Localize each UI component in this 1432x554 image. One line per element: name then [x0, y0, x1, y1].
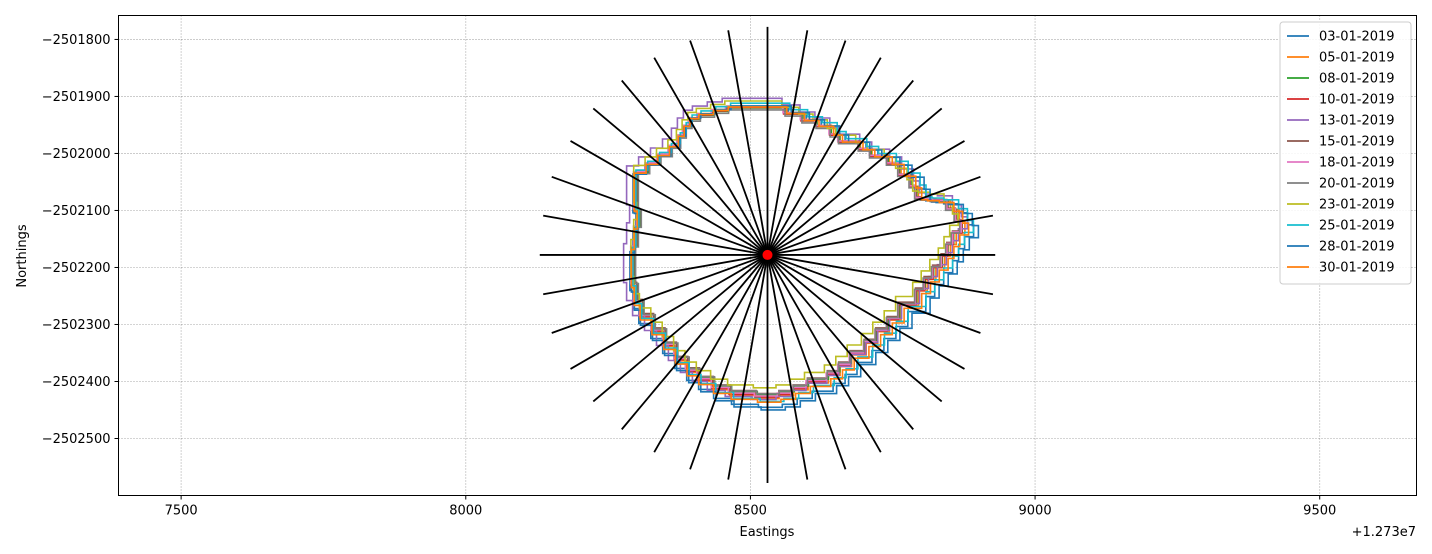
transect-line	[767, 254, 994, 296]
x-offset-label: +1.273e7	[1352, 525, 1416, 540]
x-axis-label: Eastings	[740, 525, 795, 540]
transect-line	[766, 79, 914, 256]
legend-entry: 30-01-2019	[1319, 261, 1395, 276]
transect-line	[653, 254, 769, 453]
transect-line	[766, 254, 882, 453]
legend-entry: 08-01-2019	[1319, 72, 1395, 87]
plot-frame	[118, 15, 1417, 496]
shoreline-30-01-2019	[630, 106, 970, 403]
legend: 03-01-2019 05-01-2019 08-01-2019 10-01-2019…	[1279, 21, 1412, 285]
legend-entry: 15-01-2019	[1319, 135, 1395, 150]
y-tick-label: −2501900	[42, 90, 111, 105]
transect-line	[767, 214, 994, 256]
transects	[539, 26, 996, 483]
y-tick-label: −2502300	[42, 318, 111, 333]
shoreline-05-01-2019	[630, 105, 966, 400]
transect-line	[543, 214, 768, 256]
x-tick-label: 7500	[165, 504, 198, 519]
transect-line	[727, 30, 769, 256]
transect-line	[766, 254, 847, 470]
legend-entry: 03-01-2019	[1319, 30, 1395, 45]
transect-line	[592, 107, 769, 256]
transect-line	[621, 79, 769, 256]
transect-line	[570, 140, 768, 256]
transect-line	[543, 254, 768, 296]
transect-line	[551, 175, 768, 256]
legend-entry: 28-01-2019	[1319, 240, 1395, 255]
shoreline-08-01-2019	[634, 107, 963, 396]
transect-line	[570, 254, 768, 370]
x-axis-ticks: 7500 8000 8500 9000 9500	[165, 495, 1336, 519]
y-tick-label: −2502000	[42, 147, 111, 162]
x-tick-label: 8000	[449, 504, 482, 519]
transect-line	[766, 254, 943, 403]
legend-entry: 18-01-2019	[1319, 156, 1395, 171]
transect-line	[766, 107, 943, 256]
x-tick-label: 9500	[1303, 504, 1336, 519]
transect-line	[592, 254, 769, 403]
legend-entry: 13-01-2019	[1319, 114, 1395, 129]
x-tick-label: 9000	[1019, 504, 1052, 519]
transect-line	[727, 254, 769, 480]
transect-line	[689, 40, 769, 256]
legend-entry: 25-01-2019	[1319, 219, 1395, 234]
legend-entry: 05-01-2019	[1319, 51, 1395, 66]
transect-line	[766, 254, 809, 480]
y-tick-label: −2502500	[42, 432, 111, 447]
legend-box	[1279, 21, 1412, 285]
center-point	[762, 249, 773, 260]
y-tick-label: −2502100	[42, 204, 111, 219]
transect-line	[551, 254, 768, 334]
transect-line	[767, 140, 965, 256]
transect-line	[689, 254, 769, 470]
transect-line	[766, 57, 882, 256]
legend-entry: 10-01-2019	[1319, 93, 1395, 108]
transect-line	[766, 30, 809, 256]
transect-line	[767, 254, 965, 370]
transect-line	[766, 40, 847, 256]
shoreline-25-01-2019	[632, 102, 975, 403]
y-axis-label: Northings	[15, 224, 30, 287]
transect-line	[653, 57, 769, 256]
transect-line	[621, 254, 769, 430]
transect-line	[766, 254, 914, 430]
legend-entry: 20-01-2019	[1319, 177, 1395, 192]
y-tick-label: −2502400	[42, 375, 111, 390]
center-marker	[762, 249, 773, 260]
x-tick-label: 8500	[734, 504, 767, 519]
legend-entry: 23-01-2019	[1319, 198, 1395, 213]
y-axis-ticks: −2501800 −2501900 −2502000 −2502100 −2502200…	[42, 33, 119, 447]
transect-line	[767, 175, 981, 256]
y-tick-label: −2501800	[42, 33, 111, 48]
y-tick-label: −2502200	[42, 261, 111, 276]
transect-line	[767, 254, 981, 334]
